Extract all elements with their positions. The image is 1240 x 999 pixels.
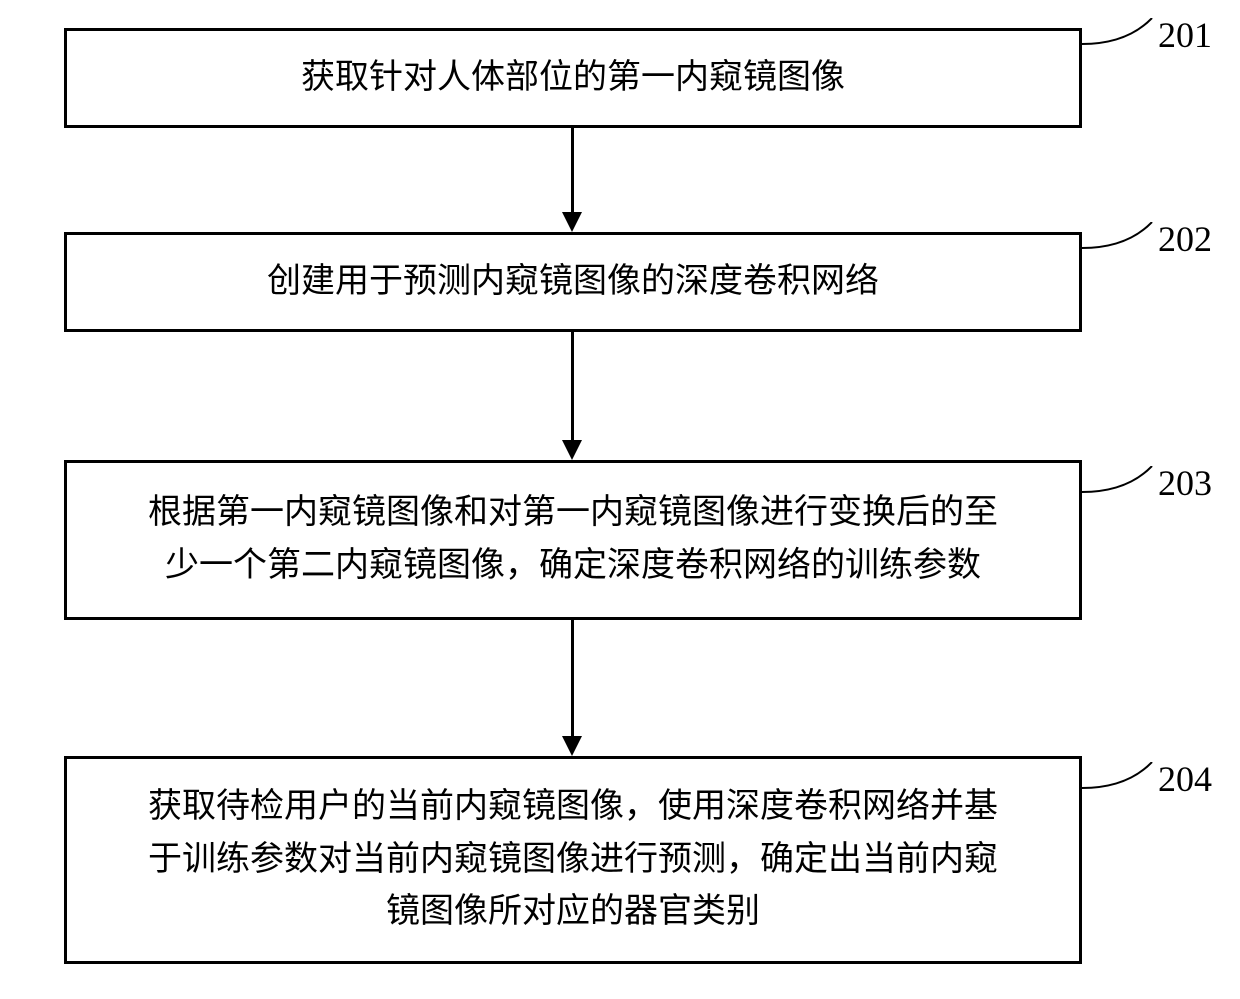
flow-step-4-text: 获取待检用户的当前内窥镜图像，使用深度卷积网络并基 于训练参数对当前内窥镜图像进… xyxy=(148,781,998,939)
flow-step-1: 获取针对人体部位的第一内窥镜图像 xyxy=(64,28,1082,128)
flow-step-1-text: 获取针对人体部位的第一内窥镜图像 xyxy=(301,52,845,105)
leader-line-2 xyxy=(1082,222,1162,272)
arrow-2-3-head xyxy=(562,440,582,460)
flow-step-4-label: 204 xyxy=(1158,758,1212,800)
flow-step-3-label: 203 xyxy=(1158,462,1212,504)
arrow-2-3-line xyxy=(571,332,574,440)
flowchart-canvas: 获取针对人体部位的第一内窥镜图像 201 创建用于预测内窥镜图像的深度卷积网络 … xyxy=(0,0,1240,999)
flow-step-2-text: 创建用于预测内窥镜图像的深度卷积网络 xyxy=(267,256,879,309)
flow-step-1-label: 201 xyxy=(1158,14,1212,56)
flow-step-2-label: 202 xyxy=(1158,218,1212,260)
arrow-1-2-head xyxy=(562,212,582,232)
leader-line-3 xyxy=(1082,466,1162,516)
flow-step-3: 根据第一内窥镜图像和对第一内窥镜图像进行变换后的至 少一个第二内窥镜图像，确定深… xyxy=(64,460,1082,620)
arrow-1-2-line xyxy=(571,128,574,212)
flow-step-2: 创建用于预测内窥镜图像的深度卷积网络 xyxy=(64,232,1082,332)
arrow-3-4-head xyxy=(562,736,582,756)
leader-line-1 xyxy=(1082,18,1162,68)
leader-line-4 xyxy=(1082,762,1162,812)
flow-step-4: 获取待检用户的当前内窥镜图像，使用深度卷积网络并基 于训练参数对当前内窥镜图像进… xyxy=(64,756,1082,964)
arrow-3-4-line xyxy=(571,620,574,736)
flow-step-3-text: 根据第一内窥镜图像和对第一内窥镜图像进行变换后的至 少一个第二内窥镜图像，确定深… xyxy=(148,487,998,592)
